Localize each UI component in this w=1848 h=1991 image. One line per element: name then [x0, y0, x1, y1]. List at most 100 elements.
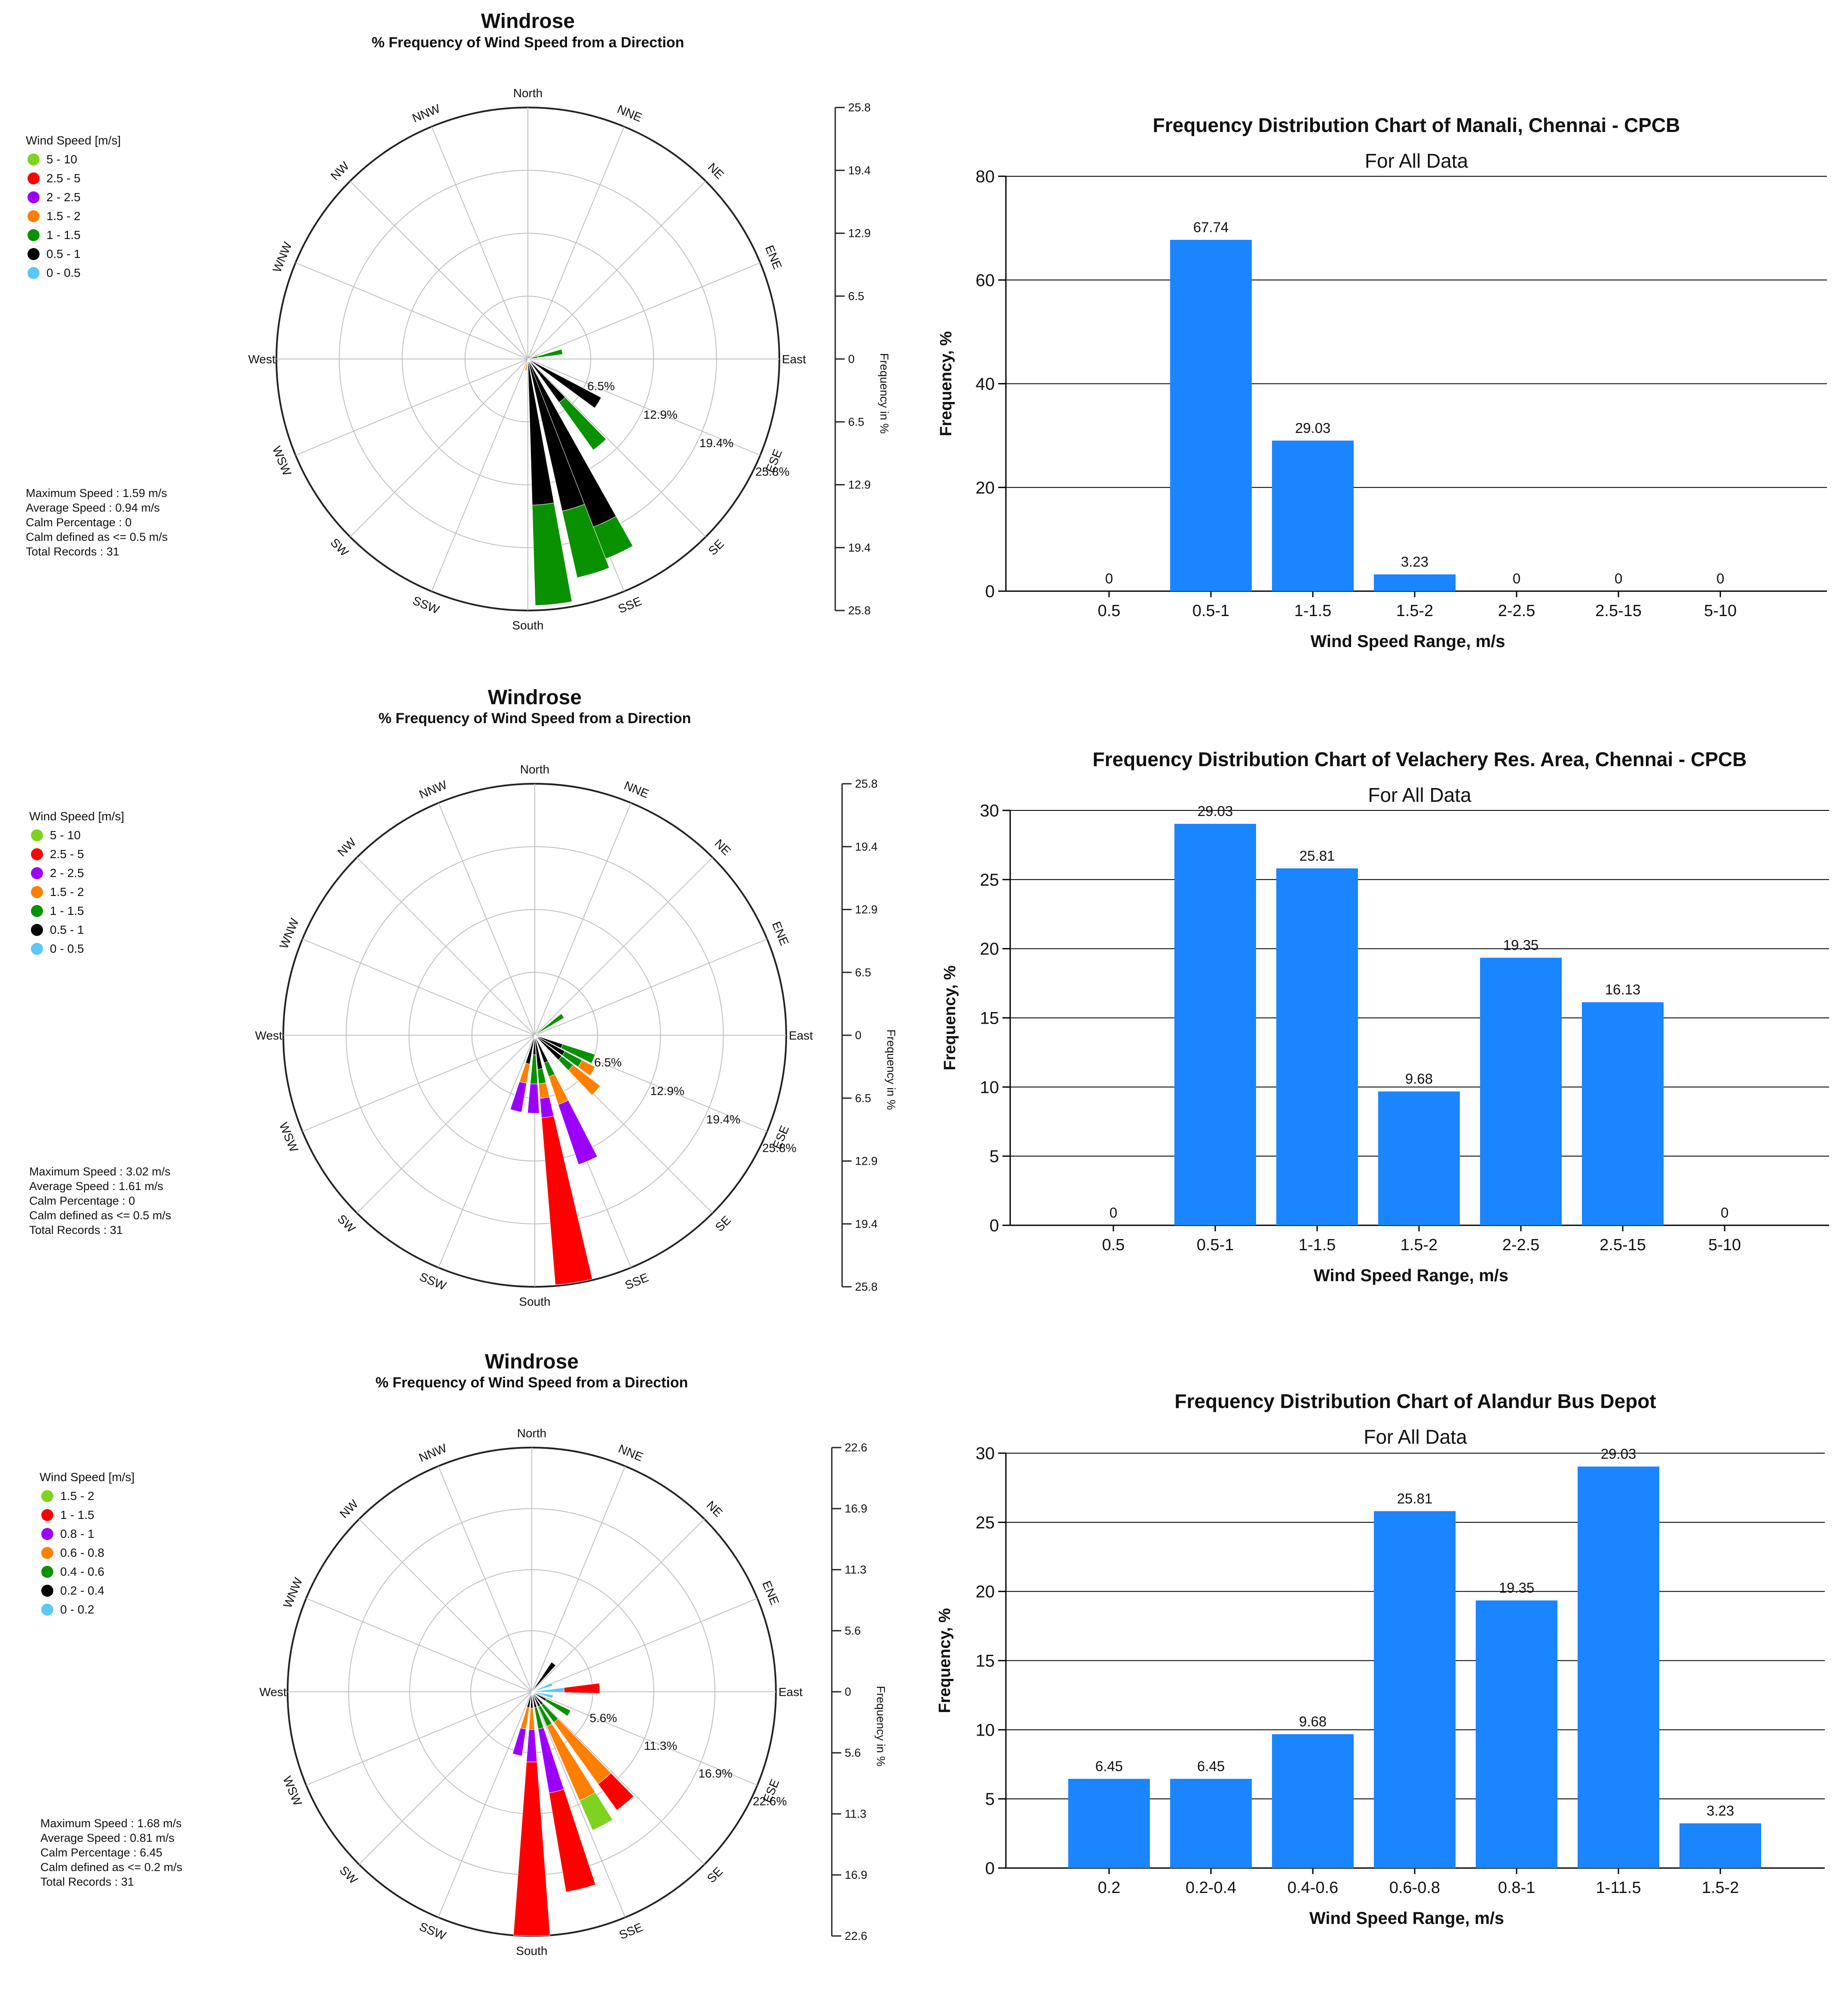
bar-2: [1276, 868, 1358, 1225]
direction-label: SW: [335, 1212, 358, 1235]
direction-label: West: [255, 1029, 282, 1042]
bar-3: [1374, 574, 1456, 591]
legend-swatch: [41, 1490, 53, 1502]
y-tick-label: 25: [980, 871, 999, 890]
windrose-spoke: [531, 1691, 758, 1786]
windrose-spoke: [438, 803, 535, 1036]
direction-label: NNW: [417, 1441, 449, 1464]
direction-label: ENE: [763, 243, 785, 271]
y-tick-label: 0: [990, 1216, 999, 1235]
frequency-bar-chart-1: Frequency Distribution Chart of Manali, …: [937, 114, 1827, 651]
petal-0-segment-1: [537, 349, 563, 358]
stats-line: Total Records : 31: [26, 545, 120, 558]
legend-swatch: [28, 267, 40, 279]
bar-6: [1679, 1823, 1761, 1868]
legend-label: 0.4 - 0.6: [60, 1565, 104, 1578]
stats-line: Total Records : 31: [40, 1875, 134, 1888]
scale-tick-label: 5.6: [845, 1624, 861, 1637]
scale-tick-label: 11.3: [845, 1807, 867, 1820]
bar-chart-subtitle: For All Data: [1364, 1426, 1467, 1448]
windrose-spoke: [527, 359, 706, 537]
frequency-bar-chart-2: Frequency Distribution Chart of Velacher…: [941, 748, 1829, 1285]
petal-1-segment-0: [527, 359, 602, 408]
scale-tick-label: 19.4: [855, 840, 878, 853]
legend-swatch: [31, 943, 43, 955]
y-axis-label: Frequency, %: [937, 331, 955, 436]
windrose-spoke: [527, 359, 760, 456]
direction-label: SE: [713, 1213, 733, 1234]
scale-tick-label: 6.5: [848, 290, 864, 303]
ring-label: 5.6%: [590, 1711, 617, 1724]
x-tick-label: 1.5-2: [1401, 1236, 1438, 1254]
legend-label: 0 - 0.2: [60, 1603, 94, 1616]
y-tick-label: 0: [985, 1859, 995, 1878]
petal-5-segment-1: [537, 1068, 546, 1084]
y-tick-label: 30: [976, 1444, 995, 1463]
x-tick-label: 5-10: [1704, 602, 1737, 620]
direction-label: WSW: [280, 1774, 304, 1808]
bar-value-label: 3.23: [1401, 554, 1428, 570]
petal-0-segment-0: [534, 1013, 564, 1036]
y-tick-label: 20: [976, 1583, 995, 1601]
legend-swatch: [31, 924, 43, 936]
x-tick-label: 0.5: [1102, 1236, 1125, 1254]
legend-label: 2 - 2.5: [50, 866, 84, 880]
legend-title: Wind Speed [m/s]: [40, 1470, 135, 1484]
legend-label: 0.5 - 1: [46, 247, 80, 261]
direction-label: WSW: [270, 444, 294, 478]
bar-value-label: 0: [1513, 571, 1520, 586]
legend-label: 5 - 10: [46, 153, 77, 166]
petal-8-segment-1: [528, 1708, 535, 1730]
legend-label: 0 - 0.5: [46, 266, 80, 279]
bar-value-label: 29.03: [1601, 1446, 1637, 1462]
legend-swatch: [28, 210, 40, 222]
petal-6-segment-0: [524, 359, 528, 371]
petal-3-segment-2: [568, 1065, 601, 1096]
bar-value-label: 29.03: [1295, 420, 1331, 436]
stats-line: Maximum Speed : 1.68 m/s: [40, 1817, 182, 1830]
direction-label: NW: [328, 159, 352, 183]
petal-2-segment-1: [559, 397, 607, 451]
stats-line: Calm Percentage : 6.45: [40, 1846, 162, 1859]
x-tick-label: 1.5-2: [1396, 602, 1434, 620]
direction-label: North: [513, 86, 542, 100]
windrose-spoke: [534, 939, 767, 1036]
legend-swatch: [31, 829, 43, 841]
scale-tick-label: 25.8: [848, 101, 871, 114]
bar-1: [1174, 824, 1256, 1225]
scale-tick-label: 25.8: [848, 604, 871, 617]
scale-tick-label: 6.5: [855, 1092, 871, 1104]
bar-2: [1272, 1734, 1354, 1868]
bar-value-label: 6.45: [1197, 1758, 1225, 1774]
y-tick-label: 80: [976, 167, 995, 186]
windrose-spoke: [356, 857, 535, 1036]
scale-tick-label: 16.9: [845, 1502, 867, 1515]
scale-tick-label: 22.6: [845, 1441, 867, 1454]
stats-line: Calm Percentage : 0: [26, 516, 132, 529]
scale-label: Frequency in %: [874, 1686, 887, 1767]
petal-5-segment-1: [532, 503, 573, 606]
windrose-spoke: [438, 1466, 532, 1692]
bar-3: [1374, 1511, 1456, 1868]
direction-label: WSW: [277, 1120, 301, 1154]
windrose-spoke: [431, 126, 528, 359]
scale-tick-label: 12.9: [848, 227, 871, 240]
direction-label: WNW: [277, 916, 301, 951]
scale-tick-label: 25.8: [855, 1280, 878, 1293]
x-tick-label: 0.5-1: [1197, 1236, 1234, 1254]
windrose-spoke: [531, 1519, 705, 1692]
legend-swatch: [31, 867, 43, 879]
legend-label: 0.5 - 1: [50, 923, 84, 936]
bar-value-label: 0: [1109, 1205, 1117, 1221]
y-axis-label: Frequency, %: [941, 965, 959, 1070]
direction-label: NE: [705, 160, 726, 181]
frequency-bar-chart-3: Frequency Distribution Chart of Alandur …: [936, 1390, 1825, 1928]
direction-label: NW: [335, 835, 359, 859]
y-tick-label: 40: [976, 375, 995, 394]
x-axis-label: Wind Speed Range, m/s: [1314, 1266, 1508, 1285]
bar-value-label: 25.81: [1299, 848, 1335, 864]
windrose-spoke: [527, 181, 706, 359]
windrose-spoke: [349, 359, 528, 537]
legend-swatch: [31, 905, 43, 917]
